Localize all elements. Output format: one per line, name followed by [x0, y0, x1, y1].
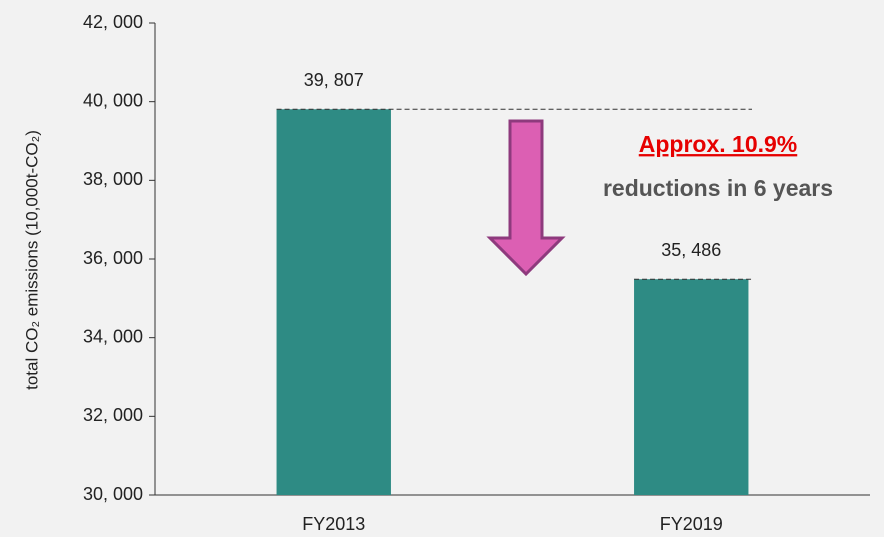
- value-label: 39, 807: [304, 70, 364, 90]
- reduction-arrow: [486, 119, 566, 277]
- bar: [276, 109, 391, 496]
- y-tick-label: 40, 000: [83, 90, 143, 110]
- y-tick-label: 36, 000: [83, 248, 143, 268]
- y-tick-label: 30, 000: [83, 484, 143, 504]
- y-axis-label: total CO₂ emissions (10,000t-CO₂): [22, 130, 41, 390]
- annotation: Approx. 10.9%: [639, 131, 798, 157]
- y-tick-label: 34, 000: [83, 326, 143, 346]
- annotation: reductions in 6 years: [603, 175, 833, 201]
- y-tick-label: 32, 000: [83, 405, 143, 425]
- x-tick-label: FY2013: [302, 514, 365, 534]
- value-label: 35, 486: [661, 240, 721, 260]
- y-tick-label: 38, 000: [83, 169, 143, 189]
- y-tick-label: 42, 000: [83, 12, 143, 32]
- x-tick-label: FY2019: [660, 514, 723, 534]
- bar: [634, 279, 749, 495]
